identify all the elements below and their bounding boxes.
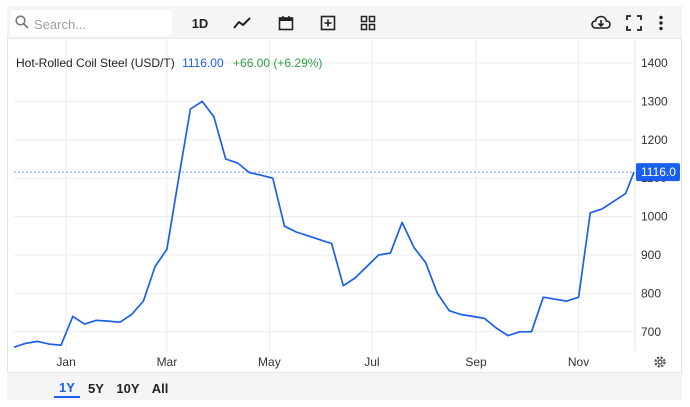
search-box[interactable] xyxy=(10,10,172,36)
layout-button[interactable] xyxy=(356,10,380,36)
range-5y-button[interactable]: 5Y xyxy=(88,380,104,396)
fullscreen-button[interactable] xyxy=(622,10,646,36)
date-range-button[interactable] xyxy=(274,10,298,36)
more-vert-icon xyxy=(659,15,663,31)
calendar-icon xyxy=(278,16,294,31)
search-icon xyxy=(15,15,29,29)
series-legend: Hot-Rolled Coil Steel (USD/T) 1116.00 +6… xyxy=(16,56,322,70)
range-all-button[interactable]: All xyxy=(151,380,169,396)
legend-series-name: Hot-Rolled Coil Steel (USD/T) xyxy=(16,56,175,70)
range-bar xyxy=(7,372,682,400)
add-indicator-button[interactable] xyxy=(316,10,340,36)
chart-settings-button[interactable] xyxy=(651,353,669,371)
search-input[interactable] xyxy=(32,13,168,35)
line-chart-icon xyxy=(233,17,251,29)
cloud-download-icon xyxy=(591,15,611,29)
gear-icon xyxy=(654,356,666,368)
download-button[interactable] xyxy=(589,10,613,36)
range-10y-button[interactable]: 10Y xyxy=(116,380,140,396)
layout-grid-icon xyxy=(360,15,376,31)
range-1y-button[interactable]: 1Y xyxy=(54,378,80,398)
add-indicator-icon xyxy=(320,15,336,31)
interval-button[interactable]: 1D xyxy=(191,15,209,31)
chart-type-button[interactable] xyxy=(230,10,254,36)
legend-last-value: 1116.00 xyxy=(182,56,224,70)
more-options-button[interactable] xyxy=(652,10,670,36)
fullscreen-icon xyxy=(626,15,642,31)
legend-change: +66.00 (+6.29%) xyxy=(233,56,323,70)
